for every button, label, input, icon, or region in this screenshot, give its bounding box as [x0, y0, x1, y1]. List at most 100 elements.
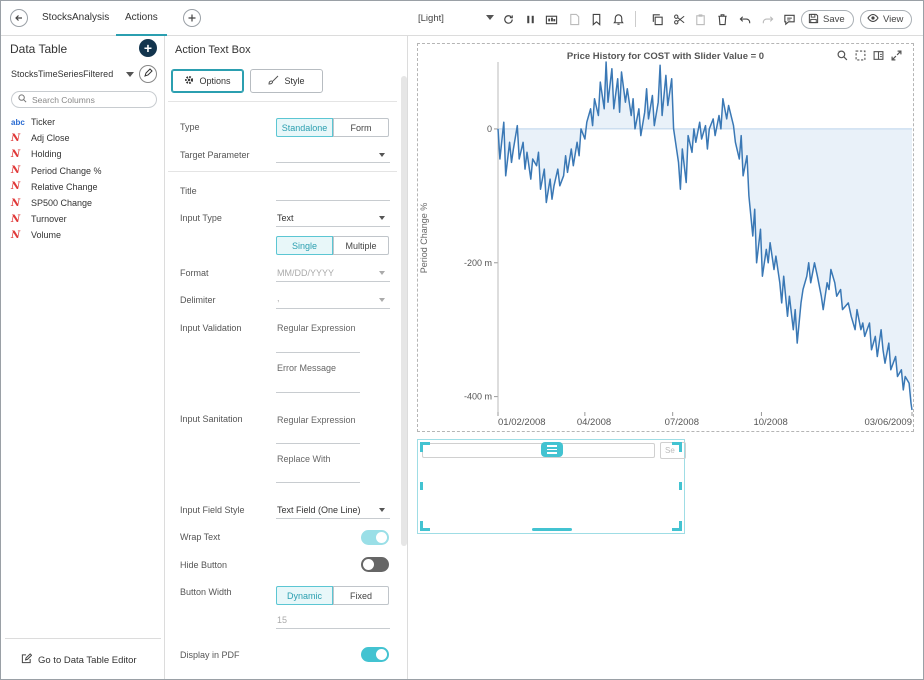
drag-handle-icon[interactable] [541, 442, 563, 457]
column-item-turnover[interactable]: N Turnover [11, 211, 102, 227]
refresh-icon[interactable] [501, 12, 515, 26]
y-axis-label: Period Change % [419, 203, 429, 274]
resize-handle-bottom-left[interactable] [420, 521, 430, 531]
edit-datasource-button[interactable] [139, 65, 157, 83]
details-icon[interactable] [872, 49, 884, 61]
resize-handle-top-left[interactable] [420, 442, 430, 452]
add-tab-icon[interactable] [183, 9, 201, 27]
input-mode-toggle: Single Multiple [276, 236, 389, 255]
save-button[interactable]: Save [801, 10, 854, 29]
format-select[interactable]: MM/DD/YYYY [277, 268, 335, 278]
chevron-down-icon[interactable] [379, 153, 385, 157]
search-columns-input[interactable]: Search Columns [11, 91, 157, 108]
resize-handle-top-right[interactable] [672, 442, 682, 452]
width-fixed-option[interactable]: Fixed [333, 586, 389, 605]
tab-style[interactable]: Style [250, 69, 323, 93]
column-item-period-change[interactable]: N Period Change % [11, 163, 102, 179]
resize-handle-right[interactable] [679, 482, 682, 490]
tab-actions[interactable]: Actions [125, 12, 158, 23]
save-icon [808, 13, 819, 27]
column-item-holding[interactable]: N Holding [11, 146, 102, 162]
back-icon[interactable] [10, 9, 28, 27]
column-item-relative-change[interactable]: N Relative Change [11, 179, 102, 195]
copy-icon[interactable] [650, 12, 664, 26]
x-tick-label: 04/2008 [577, 417, 611, 428]
chevron-down-icon[interactable] [379, 298, 385, 302]
chart-toolbar [836, 49, 902, 61]
y-tick-label: -200 m [464, 258, 492, 268]
tab-stocksanalysis[interactable]: StocksAnalysis [42, 12, 110, 23]
delimiter-select[interactable]: , [277, 293, 280, 303]
column-item-sp500-change[interactable]: N SP500 Change [11, 195, 102, 211]
chevron-down-icon[interactable] [379, 271, 385, 275]
theme-select[interactable]: [Light] [418, 13, 444, 24]
title-input[interactable] [276, 200, 390, 201]
input-sanitation-label: Input Sanitation [180, 414, 243, 424]
validation-regex-field[interactable]: Regular Expression [277, 323, 356, 333]
search-icon[interactable] [836, 49, 848, 61]
add-data-button[interactable]: + [139, 39, 157, 57]
type-standalone-option[interactable]: Standalone [276, 118, 333, 137]
action-text-box-visualization[interactable]: Se [417, 439, 686, 534]
pdf-icon[interactable] [567, 12, 581, 26]
sanitation-regex-field[interactable]: Regular Expression [277, 415, 356, 425]
input-type-select[interactable]: Text [277, 213, 294, 223]
resize-handle-bottom[interactable] [532, 528, 572, 531]
type-toggle: Standalone Form [276, 118, 389, 137]
column-item-ticker[interactable]: abc Ticker [11, 114, 102, 130]
resize-handle-bottom-right[interactable] [672, 521, 682, 531]
redo-icon[interactable] [760, 12, 774, 26]
button-width-value[interactable]: 15 [277, 615, 288, 625]
bell-icon[interactable] [611, 12, 625, 26]
paste-icon[interactable] [693, 12, 707, 26]
column-label: Turnover [31, 214, 67, 225]
mode-multiple-option[interactable]: Multiple [333, 236, 389, 255]
snapshot-icon[interactable] [544, 12, 558, 26]
view-button[interactable]: View [860, 10, 913, 29]
hide-button-toggle[interactable] [361, 557, 389, 572]
sanitation-replace-field[interactable]: Replace With [277, 454, 331, 464]
wrap-text-toggle[interactable] [361, 530, 389, 545]
cut-icon[interactable] [672, 12, 686, 26]
numeric-type-icon: N [11, 197, 21, 209]
input-validation-label: Input Validation [180, 323, 242, 333]
selection-icon[interactable] [854, 49, 866, 61]
settings-scrollbar[interactable] [401, 76, 407, 546]
tab-options[interactable]: Options [171, 69, 244, 93]
input-field-style-select[interactable]: Text Field (One Line) [277, 505, 361, 515]
input-type-underline [276, 226, 390, 227]
chevron-down-icon[interactable] [126, 72, 134, 77]
numeric-type-icon: N [11, 181, 21, 193]
sanitation-regex-underline [276, 443, 360, 444]
chevron-down-icon[interactable] [379, 216, 385, 220]
panel-footer-divider [5, 638, 161, 639]
bookmark-icon[interactable] [589, 12, 603, 26]
comment-icon[interactable] [782, 12, 796, 26]
type-form-option[interactable]: Form [333, 118, 389, 137]
search-placeholder: Search Columns [32, 94, 95, 105]
target-parameter-select[interactable] [276, 162, 390, 163]
plus-icon: + [143, 40, 153, 56]
undo-icon[interactable] [738, 12, 752, 26]
input-type-label: Input Type [180, 213, 222, 223]
display-in-pdf-toggle[interactable] [361, 647, 389, 662]
go-to-data-table-editor-link[interactable]: Go to Data Table Editor [21, 653, 137, 667]
wrap-text-label: Wrap Text [180, 532, 221, 542]
column-item-adj-close[interactable]: N Adj Close [11, 130, 102, 146]
x-tick-label: 07/2008 [665, 417, 699, 428]
column-item-volume[interactable]: N Volume [11, 227, 102, 243]
action-text-input[interactable] [422, 443, 655, 458]
validation-regex-underline [276, 352, 360, 353]
pause-icon[interactable] [523, 12, 537, 26]
button-width-toggle: Dynamic Fixed [276, 586, 389, 605]
line-chart-visualization[interactable]: Price History for COST with Slider Value… [417, 43, 914, 432]
resize-handle-left[interactable] [420, 482, 423, 490]
validation-error-field[interactable]: Error Message [277, 363, 337, 373]
trash-icon[interactable] [715, 12, 729, 26]
chevron-down-icon[interactable] [379, 508, 385, 512]
mode-single-option[interactable]: Single [276, 236, 333, 255]
width-dynamic-option[interactable]: Dynamic [276, 586, 333, 605]
chevron-down-icon[interactable] [486, 15, 494, 20]
datasource-select[interactable]: StocksTimeSeriesFiltered [11, 69, 114, 79]
expand-icon[interactable] [890, 49, 902, 61]
